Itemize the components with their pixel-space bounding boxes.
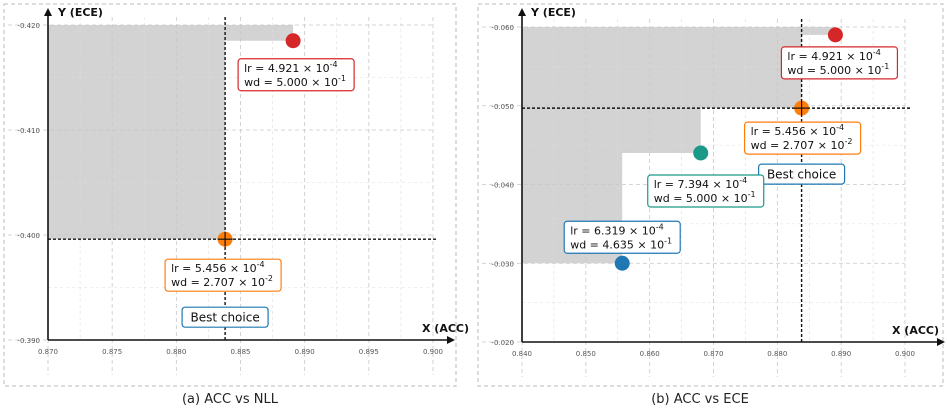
y-tick-label: -0.020	[491, 339, 514, 347]
x-tick-label: 0.870	[703, 350, 723, 358]
annotation-wd: wd = 5.000 × 10-1	[244, 74, 346, 89]
annotation-wd: wd = 4.635 × 10-1	[570, 236, 672, 251]
annotation-lr: lr = 4.921 × 10-4	[244, 60, 338, 75]
x-axis-arrow	[937, 338, 945, 346]
x-tick-label: 0.860	[640, 350, 660, 358]
data-point	[693, 145, 709, 161]
panel-frame	[3, 3, 457, 387]
x-axis-arrow	[447, 336, 455, 344]
x-tick-label: 0.885	[230, 348, 250, 356]
x-axis-title: X (ACC)	[422, 322, 469, 335]
data-point	[614, 255, 630, 271]
panel-frame	[477, 3, 944, 387]
annotation-wd: wd = 2.707 × 10-2	[171, 274, 273, 289]
dominated-region	[48, 25, 294, 240]
annotation-lr: lr = 7.394 × 10-4	[654, 176, 748, 191]
x-tick-label: 0.900	[423, 348, 443, 356]
x-tick-label: 0.870	[38, 348, 58, 356]
x-tick-label: 0.875	[102, 348, 122, 356]
annotation-wd: wd = 5.000 × 10-1	[654, 190, 756, 205]
best-choice-label: Best choice	[190, 311, 259, 325]
panel-acc-vs-ece: 0.840 0.850 0.860 0.870 0.880 0.890 0.900 -0.02…	[477, 3, 945, 407]
y-tick-label: -0.050	[491, 103, 514, 111]
y-axis-arrow	[44, 8, 52, 16]
data-point	[827, 27, 843, 43]
y-axis-arrow	[518, 8, 526, 16]
y-tick-label: -0.400	[17, 232, 40, 240]
best-choice-box	[181, 306, 269, 328]
chart-caption: (b) ACC vs ECE	[651, 392, 749, 407]
best-choice-label: Best choice	[767, 168, 836, 182]
point-annotation-box	[563, 220, 681, 254]
best-choice-box	[757, 163, 846, 185]
x-tick-label: 0.890	[295, 348, 315, 356]
y-tick-label: -0.410	[17, 127, 40, 135]
annotation-lr: lr = 6.319 × 10-4	[570, 222, 664, 237]
x-axis-title: X (ACC)	[892, 324, 939, 337]
annotation-wd: wd = 5.000 × 10-1	[787, 62, 889, 77]
x-tick-label: 0.890	[831, 350, 851, 358]
x-tick-label: 0.880	[767, 350, 787, 358]
y-tick-label: -0.060	[491, 24, 514, 32]
point-annotation-box	[164, 258, 282, 292]
y-tick-label: -0.040	[491, 182, 514, 190]
x-tick-label: 0.895	[359, 348, 379, 356]
point-annotation-box	[647, 174, 765, 208]
y-axis-title: Y (ECE)	[57, 6, 103, 19]
panel-acc-vs-nll: 0.870 0.875 0.880 0.885 0.890 0.895 0.900 -0.39…	[3, 3, 469, 407]
x-tick-label: 0.840	[512, 350, 532, 358]
x-tick-label: 0.850	[576, 350, 596, 358]
point-annotation-box	[237, 58, 355, 92]
point-annotation-box	[780, 46, 899, 80]
data-point	[285, 33, 301, 49]
x-tick-label: 0.880	[166, 348, 186, 356]
annotation-wd: wd = 2.707 × 10-2	[751, 137, 853, 152]
annotation-lr: lr = 5.456 × 10-4	[171, 260, 265, 275]
annotation-lr: lr = 5.456 × 10-4	[751, 123, 845, 138]
x-tick-label: 0.900	[895, 350, 915, 358]
annotation-lr: lr = 4.921 × 10-4	[787, 48, 881, 63]
y-axis-title: Y (ECE)	[530, 6, 576, 19]
y-tick-label: -0.420	[17, 22, 40, 30]
y-tick-label: -0.030	[491, 260, 514, 268]
point-annotation-box	[743, 121, 862, 155]
y-tick-label: -0.390	[17, 337, 40, 345]
chart-caption: (a) ACC vs NLL	[182, 392, 279, 407]
